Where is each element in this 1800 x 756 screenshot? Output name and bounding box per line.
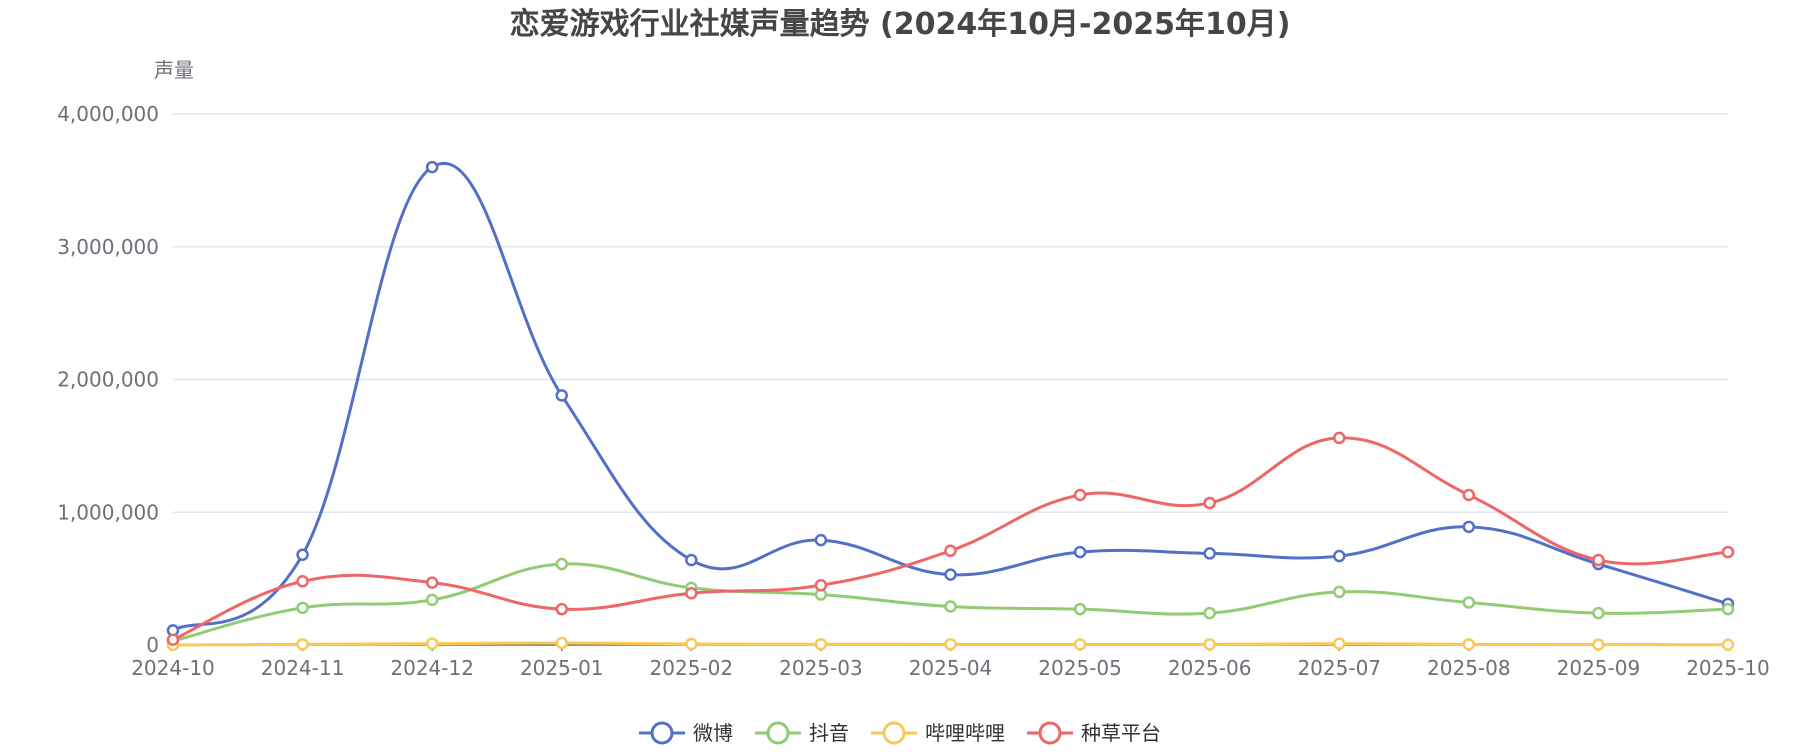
data-point[interactable] [425, 576, 439, 589]
x-tick-label: 2025-04 [909, 656, 993, 680]
data-point[interactable] [685, 586, 698, 600]
data-point[interactable] [1462, 488, 1476, 502]
x-tick-label: 2025-10 [1686, 656, 1770, 680]
data-point[interactable] [1721, 545, 1735, 559]
x-tick-label: 2025-06 [1168, 656, 1252, 680]
data-point[interactable] [1333, 431, 1346, 445]
y-tick-label: 4,000,000 [57, 102, 159, 126]
x-tick-label: 2025-05 [1038, 656, 1122, 680]
data-point[interactable] [1073, 545, 1087, 559]
chart-title: 恋爱游戏行业社媒声量趋势 (2024年10月-2025年10月) [510, 7, 1291, 42]
data-point[interactable] [425, 160, 439, 174]
data-point[interactable] [555, 389, 568, 402]
data-point[interactable] [555, 636, 568, 650]
legend-label: 种草平台 [1081, 721, 1161, 745]
legend-circle-icon [1038, 721, 1062, 745]
series-lines [166, 160, 1735, 652]
data-point[interactable] [1073, 638, 1087, 651]
legend-circle-icon [882, 721, 906, 745]
data-point[interactable] [1203, 547, 1216, 560]
data-point[interactable] [555, 602, 568, 616]
legend[interactable]: 微博 抖音 哔哩哔哩 种草平台 [639, 721, 1161, 745]
y-tick-label: 1,000,000 [57, 500, 159, 524]
data-point[interactable] [296, 548, 309, 561]
x-tick-label: 2025-01 [520, 656, 604, 680]
data-point[interactable] [1592, 638, 1605, 651]
legend-label: 抖音 [809, 721, 849, 745]
data-point[interactable] [1462, 596, 1476, 609]
y-axis-ticks: 0 1,000,000 2,000,000 3,000,000 4,000,000 [57, 102, 159, 657]
legend-item[interactable]: 哔哩哔哩 [871, 721, 1005, 745]
data-point[interactable] [685, 553, 698, 567]
data-point[interactable] [1721, 602, 1735, 616]
data-point[interactable] [1333, 637, 1346, 650]
data-point[interactable] [555, 557, 568, 571]
data-point[interactable] [425, 593, 439, 607]
data-point[interactable] [814, 579, 828, 592]
data-point[interactable] [944, 568, 957, 581]
data-point[interactable] [944, 638, 957, 651]
data-point[interactable] [296, 575, 309, 588]
legend-item[interactable]: 抖音 [755, 721, 849, 745]
legend-label: 微博 [693, 721, 733, 745]
data-point[interactable] [1333, 585, 1346, 599]
legend-item[interactable]: 微博 [639, 721, 733, 745]
x-tick-label: 2024-10 [131, 656, 215, 680]
x-tick-label: 2025-09 [1557, 656, 1641, 680]
data-point[interactable] [1462, 638, 1476, 651]
data-point[interactable] [1073, 602, 1087, 616]
data-point[interactable] [1592, 553, 1605, 567]
data-point[interactable] [1203, 638, 1216, 651]
data-point[interactable] [296, 601, 309, 615]
x-tick-label: 2025-08 [1427, 656, 1511, 680]
y-tick-label: 0 [146, 633, 159, 657]
data-point[interactable] [814, 637, 828, 651]
legend-circle-icon [650, 721, 674, 745]
data-point[interactable] [425, 637, 439, 650]
data-point[interactable] [1721, 638, 1735, 651]
data-point[interactable] [814, 533, 828, 547]
data-point[interactable] [1592, 606, 1605, 620]
x-tick-label: 2025-07 [1297, 656, 1381, 680]
series-3 [166, 431, 1735, 646]
data-point[interactable] [944, 600, 957, 613]
x-axis-ticks: 2024-10 2024-11 2024-12 2025-01 2025-02 2025-… [131, 645, 1770, 680]
legend-item[interactable]: 种草平台 [1027, 721, 1161, 745]
x-tick-label: 2025-03 [779, 656, 863, 680]
x-tick-label: 2025-02 [650, 656, 734, 680]
data-point[interactable] [166, 633, 180, 646]
y-tick-label: 3,000,000 [57, 235, 159, 259]
legend-label: 哔哩哔哩 [925, 721, 1005, 745]
legend-circle-icon [766, 721, 790, 745]
data-point[interactable] [1203, 606, 1216, 620]
data-point[interactable] [1203, 496, 1216, 510]
data-point[interactable] [944, 544, 957, 557]
grid-lines [173, 113, 1728, 513]
y-tick-label: 2,000,000 [57, 368, 159, 392]
x-tick-label: 2024-11 [261, 656, 345, 680]
data-point[interactable] [1073, 488, 1087, 502]
series-line [172, 162, 1729, 632]
series-2 [166, 636, 1735, 652]
data-point[interactable] [296, 638, 309, 651]
series-0 [166, 160, 1735, 637]
data-point[interactable] [1333, 549, 1346, 563]
data-point[interactable] [1462, 520, 1476, 534]
series-1 [166, 557, 1735, 648]
x-tick-label: 2024-12 [390, 656, 474, 680]
data-point[interactable] [685, 637, 698, 651]
y-axis-label: 声量 [154, 58, 194, 82]
